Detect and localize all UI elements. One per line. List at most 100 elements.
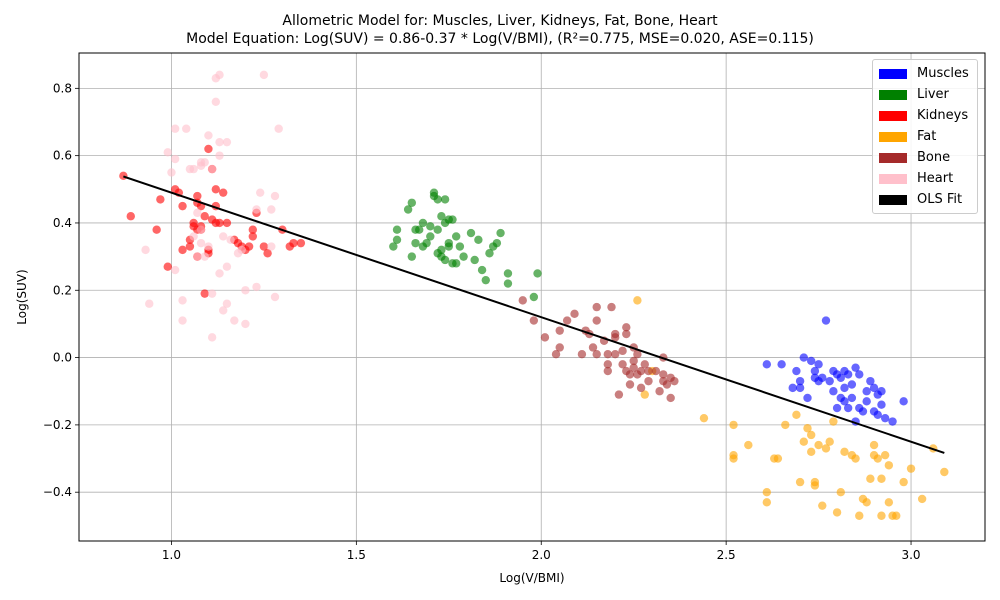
data-point xyxy=(781,420,790,430)
data-point xyxy=(651,366,661,376)
legend-item-ols-fit: OLS Fit xyxy=(873,189,977,210)
data-point xyxy=(411,238,420,248)
data-point xyxy=(529,292,539,302)
legend-item-fat: Fat xyxy=(873,126,977,147)
legend-label: Heart xyxy=(917,171,954,186)
data-point xyxy=(644,376,653,386)
data-point xyxy=(869,383,879,393)
data-point xyxy=(437,212,446,221)
data-point xyxy=(226,235,235,244)
data-point xyxy=(270,292,280,302)
data-point xyxy=(633,296,642,305)
legend-label: Liver xyxy=(917,87,949,102)
data-point xyxy=(296,238,306,248)
data-point xyxy=(729,454,738,463)
data-point xyxy=(806,447,816,457)
data-point xyxy=(189,218,198,228)
data-point xyxy=(533,269,542,278)
data-point xyxy=(466,228,476,238)
data-point xyxy=(788,383,797,393)
legend-item-kidneys: Kidneys xyxy=(873,105,977,126)
data-point xyxy=(729,420,738,430)
legend-label: Kidneys xyxy=(917,108,969,123)
data-point xyxy=(655,387,664,396)
data-point xyxy=(855,511,864,520)
data-point xyxy=(433,225,442,234)
legend-item-muscles: Muscles xyxy=(873,63,977,84)
data-point xyxy=(196,225,206,234)
data-point xyxy=(422,238,431,248)
data-point xyxy=(204,242,213,251)
legend-label: OLS Fit xyxy=(917,192,963,207)
data-point xyxy=(836,373,845,382)
data-point xyxy=(603,366,613,376)
data-point xyxy=(219,188,228,197)
data-point xyxy=(503,269,513,278)
data-point xyxy=(248,225,258,234)
data-point xyxy=(607,302,616,312)
data-point xyxy=(389,242,398,251)
x-tick-label: 3.0 xyxy=(901,548,920,562)
x-axis-label: Log(V/BMI) xyxy=(499,571,564,585)
data-point xyxy=(799,437,808,446)
chart-subtitle: Model Equation: Log(SUV) = 0.86-0.37 * L… xyxy=(186,31,814,47)
series-fat xyxy=(633,296,949,520)
data-point xyxy=(477,265,487,275)
data-points xyxy=(119,70,949,520)
data-point xyxy=(274,124,283,133)
data-point xyxy=(625,370,635,379)
data-point xyxy=(170,154,180,164)
data-point xyxy=(219,232,228,241)
data-point xyxy=(551,350,561,359)
x-tick-label: 2.5 xyxy=(717,548,736,562)
data-point xyxy=(119,171,128,181)
data-point xyxy=(622,329,631,339)
data-point xyxy=(795,376,805,386)
data-point xyxy=(847,393,857,403)
data-point xyxy=(455,242,465,251)
data-point xyxy=(182,124,191,133)
data-point xyxy=(806,356,816,366)
data-point xyxy=(259,70,269,80)
data-point xyxy=(806,430,816,440)
data-point xyxy=(289,238,298,248)
data-point xyxy=(267,205,276,214)
data-point xyxy=(263,249,272,258)
data-point xyxy=(814,440,823,450)
data-point xyxy=(204,144,213,154)
data-point xyxy=(256,188,265,197)
series-heart xyxy=(141,70,283,342)
data-point xyxy=(503,279,513,288)
legend-swatch xyxy=(879,68,907,79)
data-point xyxy=(440,195,450,204)
data-point xyxy=(163,148,172,157)
data-point xyxy=(603,350,613,359)
legend-swatch xyxy=(879,110,907,121)
data-point xyxy=(270,191,280,201)
legend-swatch xyxy=(879,152,907,163)
data-point xyxy=(207,289,217,298)
data-point xyxy=(200,252,209,261)
data-point xyxy=(252,205,261,214)
data-point xyxy=(392,225,402,234)
data-point xyxy=(555,343,564,352)
data-point xyxy=(145,299,154,308)
data-point xyxy=(773,454,783,463)
data-point xyxy=(444,215,453,224)
data-point xyxy=(440,255,450,265)
data-point xyxy=(906,464,916,473)
data-point xyxy=(814,360,823,369)
series-muscles xyxy=(762,316,908,426)
legend-swatch xyxy=(879,194,907,205)
data-point xyxy=(252,282,261,292)
y-tick-label: 0.0 xyxy=(53,351,72,365)
data-point xyxy=(189,164,198,174)
data-point xyxy=(592,350,601,359)
data-point xyxy=(207,164,217,174)
data-point xyxy=(884,461,894,470)
data-point xyxy=(873,454,882,463)
data-point xyxy=(877,511,886,520)
data-point xyxy=(204,131,213,140)
data-point xyxy=(818,501,827,510)
